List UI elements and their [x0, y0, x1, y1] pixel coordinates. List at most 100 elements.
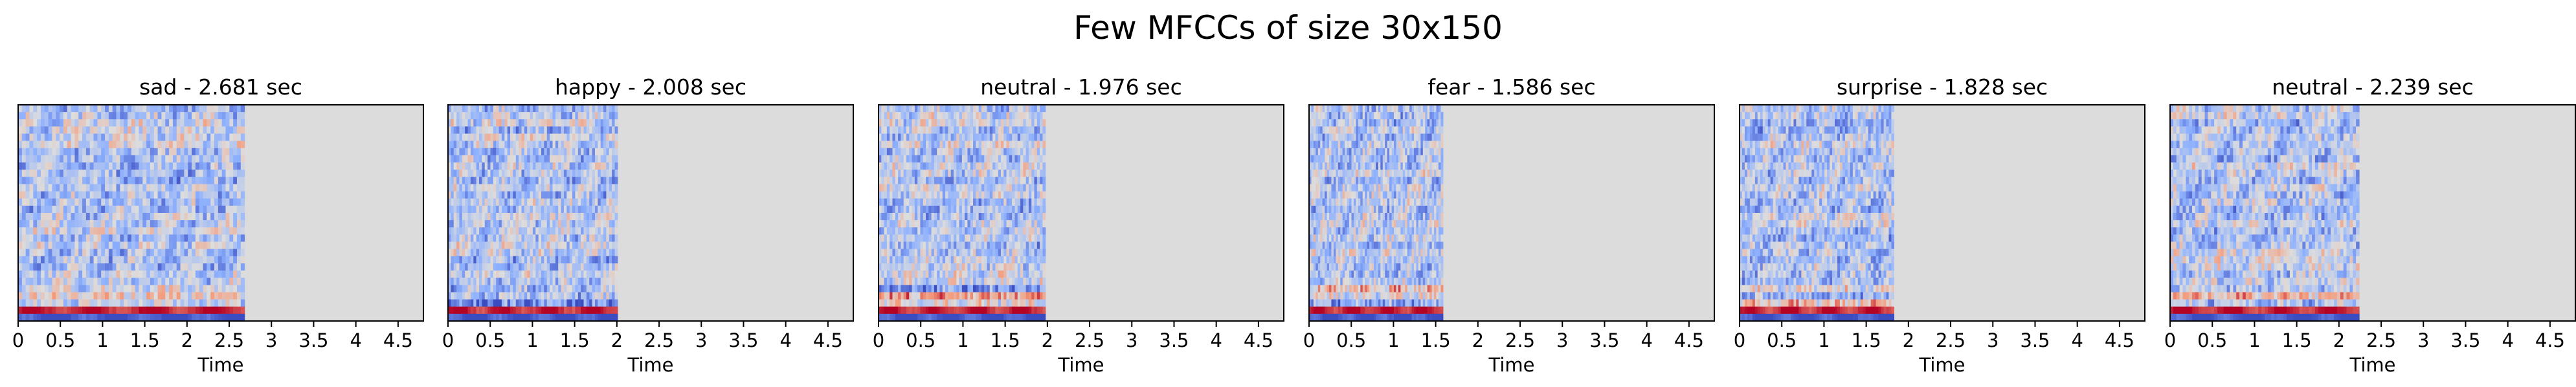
- heatmap-cell: [467, 220, 471, 228]
- heatmap-cell: [176, 162, 181, 170]
- heatmap-cell: [240, 140, 245, 149]
- heatmap-cell: [71, 126, 76, 135]
- heatmap-cell: [901, 140, 904, 149]
- heatmap-cell: [37, 306, 41, 315]
- heatmap-cell: [139, 241, 143, 250]
- heatmap-cell: [561, 292, 565, 300]
- heatmap-cell: [901, 162, 904, 170]
- heatmap-cell: [52, 306, 56, 315]
- heatmap-cell: [192, 234, 196, 243]
- heatmap-cell: [124, 313, 128, 322]
- heatmap-cell: [490, 278, 494, 285]
- heatmap-cell: [128, 205, 132, 214]
- heatmap-cell: [225, 170, 230, 177]
- heatmap-cell: [959, 241, 963, 250]
- heatmap-cell: [139, 155, 143, 163]
- heatmap-cell: [85, 249, 91, 257]
- heatmap-cell: [939, 205, 943, 214]
- heatmap-cell: [453, 292, 457, 300]
- heatmap-cell: [563, 227, 567, 235]
- mfcc-heatmap: [448, 105, 618, 322]
- heatmap-cell: [135, 170, 140, 177]
- heatmap-cell: [575, 198, 579, 206]
- heatmap-cell: [555, 198, 559, 206]
- heatmap-cell: [161, 220, 166, 228]
- heatmap-cell: [906, 249, 910, 257]
- heatmap-cell: [236, 105, 241, 113]
- heatmap-cell: [453, 126, 457, 135]
- heatmap-cell: [881, 170, 885, 177]
- heatmap-cell: [575, 271, 579, 278]
- heatmap-cell: [37, 191, 41, 199]
- heatmap-cell: [493, 249, 497, 257]
- heatmap-cell: [978, 126, 982, 135]
- heatmap-cell: [586, 313, 590, 322]
- heatmap-cell: [150, 241, 155, 250]
- heatmap-cell: [609, 133, 612, 142]
- heatmap-cell: [180, 170, 185, 177]
- heatmap-cell: [456, 133, 460, 142]
- heatmap-cell: [465, 292, 469, 300]
- heatmap-cell: [459, 285, 463, 293]
- heatmap-cell: [575, 278, 579, 285]
- heatmap-cell: [956, 249, 960, 257]
- heatmap-cell: [135, 191, 140, 199]
- heatmap-cell: [995, 177, 999, 185]
- heatmap-cell: [1012, 170, 1016, 177]
- heatmap-cell: [482, 256, 486, 264]
- heatmap-cell: [546, 119, 550, 127]
- heatmap-cell: [917, 184, 921, 192]
- heatmap-cell: [131, 112, 136, 120]
- heatmap-cell: [71, 155, 76, 163]
- heatmap-cell: [210, 155, 215, 163]
- heatmap-cell: [476, 126, 480, 135]
- heatmap-cell: [917, 227, 921, 235]
- x-tick-label: 4.5: [383, 329, 413, 351]
- heatmap-cell: [453, 119, 457, 127]
- heatmap-cell: [592, 241, 596, 250]
- heatmap-cell: [923, 220, 926, 228]
- heatmap-cell: [225, 213, 230, 221]
- heatmap-cell: [569, 299, 573, 307]
- heatmap-cell: [48, 133, 53, 142]
- heatmap-cell: [970, 112, 974, 120]
- heatmap-cell: [1023, 213, 1027, 221]
- heatmap-cell: [575, 306, 579, 315]
- heatmap-cell: [1020, 227, 1024, 235]
- heatmap-cell: [116, 249, 120, 257]
- heatmap-cell: [561, 263, 565, 271]
- heatmap-cell: [453, 133, 457, 142]
- heatmap-cell: [995, 198, 999, 206]
- heatmap-cell: [482, 313, 486, 322]
- heatmap-cell: [21, 313, 27, 322]
- heatmap-cell: [56, 263, 60, 271]
- heatmap-cell: [40, 155, 45, 163]
- heatmap-cell: [74, 285, 79, 293]
- heatmap-cell: [992, 112, 996, 120]
- heatmap-cell: [558, 271, 562, 278]
- heatmap-cell: [931, 184, 935, 192]
- heatmap-cell: [524, 285, 528, 293]
- heatmap-cell: [176, 234, 181, 243]
- heatmap-cell: [563, 234, 567, 243]
- heatmap-cell: [945, 191, 948, 199]
- heatmap-cell: [527, 278, 531, 285]
- heatmap-cell: [142, 256, 147, 264]
- heatmap-cell: [1040, 133, 1044, 142]
- heatmap-cell: [884, 191, 888, 199]
- heatmap-cell: [973, 170, 976, 177]
- heatmap-cell: [879, 170, 882, 177]
- heatmap-cell: [967, 184, 971, 192]
- heatmap-cell: [544, 205, 548, 214]
- heatmap-cell: [93, 220, 98, 228]
- heatmap-cell: [33, 140, 38, 149]
- heatmap-cell: [541, 133, 544, 142]
- heatmap-cell: [199, 213, 204, 221]
- heatmap-cell: [56, 198, 60, 206]
- heatmap-cell: [451, 205, 454, 214]
- heatmap-cell: [105, 140, 109, 149]
- heatmap-cell: [33, 313, 38, 322]
- heatmap-cell: [105, 256, 109, 264]
- heatmap-cell: [995, 220, 999, 228]
- heatmap-cell: [583, 271, 587, 278]
